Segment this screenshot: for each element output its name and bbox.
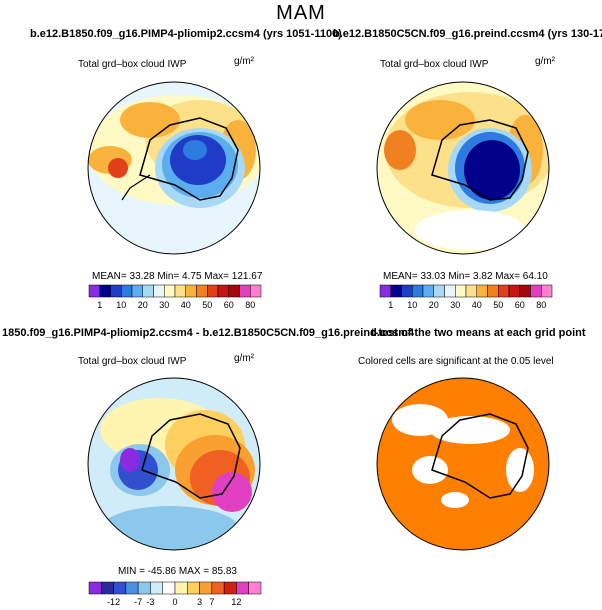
colorbar-cell: [153, 284, 165, 298]
colorbar-cell: [422, 284, 434, 298]
colorbar-cell: [88, 581, 102, 595]
colorbar-cell: [455, 284, 467, 298]
panel-tl-variable: Total grd–box cloud IWP: [78, 59, 187, 70]
colorbar-cell: [131, 284, 143, 298]
panel-bl-units: g/m²: [234, 353, 254, 364]
colorbar-cell: [379, 284, 391, 298]
colorbar-cell: [211, 581, 225, 595]
panel-tl-case-title: b.e12.B1850.f09_g16.PIMP4-pliomip2.ccsm4…: [30, 28, 342, 40]
colorbar-tick-label: 7: [209, 597, 214, 607]
panel-tl-units: g/m²: [234, 56, 254, 67]
colorbar-cell: [187, 581, 200, 595]
colorbar-cell: [433, 284, 445, 298]
colorbar-cell: [223, 581, 237, 595]
colorbar-cell: [476, 284, 488, 298]
colorbar-cell: [217, 284, 229, 298]
colorbar-tick-label: -12: [107, 597, 120, 607]
colorbar-cell: [530, 284, 542, 298]
colorbar-cell: [487, 284, 499, 298]
colorbar-tick-label: 50: [202, 300, 212, 310]
colorbar-cell: [519, 284, 531, 298]
panel-br-note: Colored cells are significant at the 0.0…: [358, 356, 554, 367]
colorbar-cell: [125, 581, 139, 595]
colorbar-tick-label: 60: [515, 300, 525, 310]
colorbar-tick-label: 40: [181, 300, 191, 310]
colorbar-cell: [465, 284, 477, 298]
colorbar-cell: [390, 284, 402, 298]
colorbar-tick-label: 30: [450, 300, 460, 310]
colorbar-cell: [121, 284, 133, 298]
colorbar-cell: [110, 284, 122, 298]
panel-bl-stats: MIN = -45.86 MAX = 85.83: [118, 566, 237, 577]
colorbar-cell: [412, 284, 424, 298]
colorbar-cell: [401, 284, 413, 298]
colorbar-tl: 1 10 20 30 40 50 60 80: [88, 284, 262, 310]
colorbar-tick-label: 0: [172, 597, 177, 607]
colorbar-tick-label: 30: [159, 300, 169, 310]
colorbar-cell: [248, 581, 262, 595]
colorbar-tick-label: 1: [97, 300, 102, 310]
colorbar-tick-label: 60: [224, 300, 234, 310]
colorbar-cell: [199, 581, 213, 595]
colorbar-tick-label: 10: [407, 300, 417, 310]
colorbar-cell: [250, 284, 262, 298]
panel-tr-units: g/m²: [535, 56, 555, 67]
panel-bl-case-title: 1850.f09_g16.PIMP4-pliomip2.ccsm4 - b.e1…: [2, 327, 415, 339]
panel-br-case-title: t-test of the two means at each grid poi…: [371, 327, 586, 339]
panel-tr-variable: Total grd–box cloud IWP: [380, 59, 489, 70]
colorbar-cell: [174, 581, 188, 595]
colorbar-tick-label: 50: [493, 300, 503, 310]
colorbar-cell: [164, 284, 176, 298]
page-title: MAM: [276, 2, 326, 24]
colorbar-tick-label: -3: [146, 597, 154, 607]
colorbar-cell: [444, 284, 456, 298]
colorbar-tick-label: 10: [116, 300, 126, 310]
colorbar-cell: [207, 284, 219, 298]
colorbar-cell: [113, 581, 127, 595]
map-tr: [377, 82, 549, 254]
colorbar-cell: [99, 284, 111, 298]
colorbar-cell: [239, 284, 251, 298]
colorbar-cell: [101, 581, 114, 595]
colorbar-cell: [162, 581, 176, 595]
colorbar-tick-label: 20: [138, 300, 148, 310]
colorbar-tick-label: 1: [388, 300, 393, 310]
map-tl: [88, 82, 260, 254]
map-bl: [88, 378, 260, 550]
colorbar-bl: -12 -7 -3 0 3 7 12: [88, 581, 262, 607]
panel-tr-case-title: b.e12.B1850C5CN.f09_g16.preind.ccsm4 (yr…: [333, 28, 602, 40]
colorbar-cell: [150, 581, 163, 595]
colorbar-cell: [236, 581, 249, 595]
panel-tr-stats: MEAN= 33.03 Min= 3.82 Max= 64.10: [383, 271, 548, 282]
colorbar-cell: [498, 284, 510, 298]
colorbar-cell: [142, 284, 154, 298]
panel-bl-variable: Total grd–box cloud IWP: [78, 356, 187, 367]
colorbar-tick-label: 40: [472, 300, 482, 310]
colorbar-tick-label: 12: [231, 597, 241, 607]
colorbar-cell: [228, 284, 240, 298]
colorbar-tick-label: 80: [245, 300, 255, 310]
colorbar-cell: [508, 284, 520, 298]
colorbar-cell: [174, 284, 186, 298]
colorbar-tick-label: 20: [429, 300, 439, 310]
colorbar-tick-label: -7: [134, 597, 142, 607]
colorbar-tick-label: 3: [197, 597, 202, 607]
colorbar-cell: [185, 284, 197, 298]
colorbar-tr: 1 10 20 30 40 50 60 80: [379, 284, 553, 310]
colorbar-cell: [541, 284, 553, 298]
colorbar-cell: [196, 284, 208, 298]
colorbar-cell: [88, 284, 100, 298]
map-br: [377, 378, 549, 550]
colorbar-tick-label: 80: [536, 300, 546, 310]
colorbar-cell: [137, 581, 151, 595]
panel-tl-stats: MEAN= 33.28 Min= 4.75 Max= 121.67: [92, 271, 263, 282]
